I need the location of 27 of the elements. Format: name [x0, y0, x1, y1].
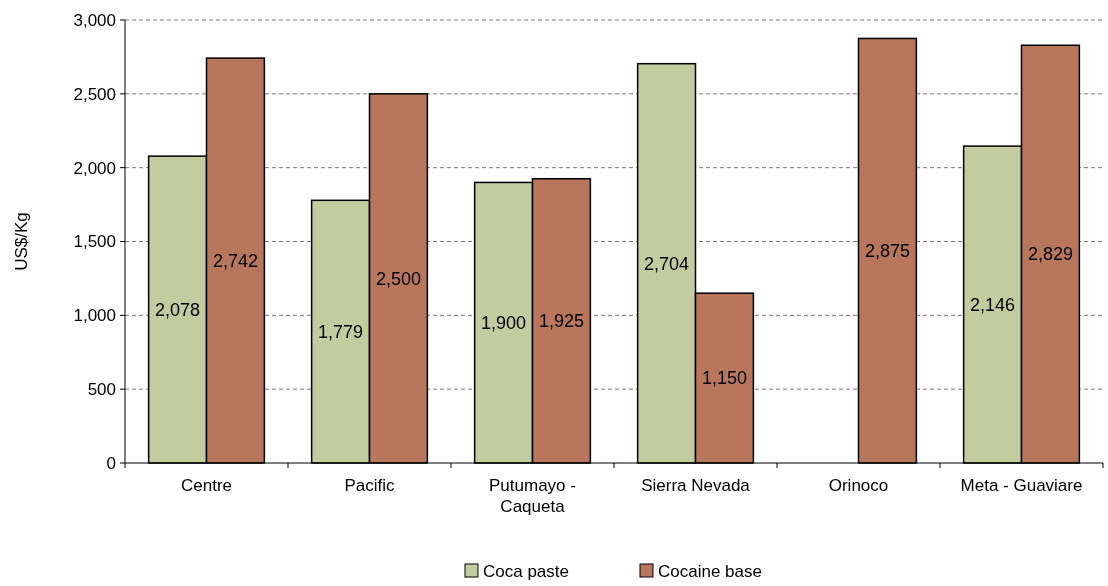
x-tick-label: Centre	[180, 476, 233, 495]
y-axis-title: US$/Kg	[12, 212, 31, 271]
x-tick-label: Sierra Nevada	[641, 476, 751, 495]
y-tick-label: 2,000	[73, 158, 116, 178]
x-tick-label: Meta - Guaviare	[960, 476, 1083, 495]
legend-label: Coca paste	[483, 561, 569, 581]
data-label: 2,742	[212, 250, 258, 271]
data-label: 1,779	[318, 321, 364, 342]
legend-label: Cocaine base	[658, 561, 762, 581]
x-tick-label: Putumayo - Caqueta	[489, 476, 576, 516]
data-label: 1,925	[538, 311, 584, 332]
data-label: 2,500	[375, 268, 421, 289]
y-tick-label: 2,500	[73, 84, 116, 104]
x-tick-label: Orinoco	[828, 476, 889, 495]
y-tick-label: 500	[87, 380, 116, 400]
data-label: 1,150	[701, 368, 747, 389]
data-label: 2,829	[1027, 244, 1073, 265]
data-label: 2,875	[864, 241, 910, 262]
y-tick-label: 0	[106, 453, 116, 473]
data-label: 2,078	[155, 299, 201, 320]
y-tick-label: 3,000	[73, 10, 116, 30]
x-tick-label: Pacific	[344, 476, 396, 495]
data-label: 1,900	[481, 313, 527, 334]
data-label: 2,704	[644, 253, 690, 274]
data-label: 2,146	[970, 294, 1016, 315]
y-tick-label: 1,500	[73, 232, 116, 252]
y-tick-label: 1,000	[73, 306, 116, 326]
